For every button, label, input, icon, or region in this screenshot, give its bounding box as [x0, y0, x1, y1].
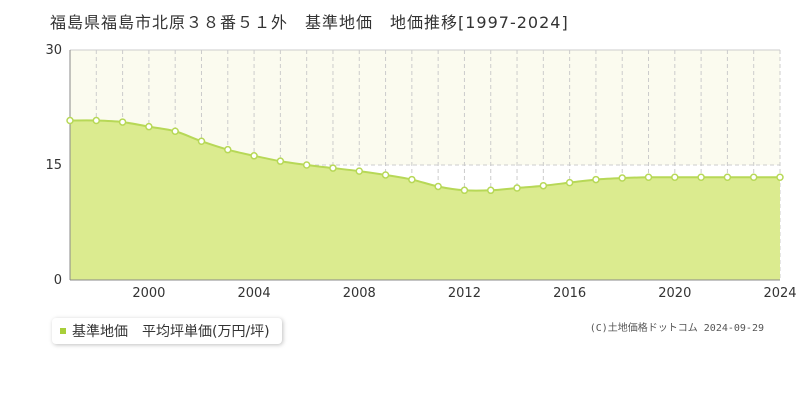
chart-title: 福島県福島市北原３８番５１外 基準地価 地価推移[1997-2024] — [50, 13, 569, 32]
data-point — [434, 182, 442, 191]
data-point — [539, 181, 548, 190]
legend-label: 基準地価 平均坪単価(万円/坪) — [72, 324, 270, 340]
data-point — [250, 152, 258, 160]
legend-swatch — [60, 328, 66, 334]
data-point — [618, 174, 626, 182]
data-point — [644, 173, 653, 182]
data-point — [776, 173, 784, 182]
y-tick-label: 30 — [45, 43, 62, 58]
x-tick-label: 2004 — [238, 286, 271, 301]
y-tick-label: 0 — [54, 273, 62, 288]
x-tick-label: 2020 — [658, 286, 691, 301]
data-point — [697, 173, 705, 182]
data-point — [486, 186, 495, 195]
data-point — [513, 184, 521, 192]
data-point — [118, 118, 127, 126]
series-line — [69, 119, 780, 192]
y-tick-label: 15 — [45, 158, 62, 173]
x-tick-label: 2016 — [553, 286, 586, 301]
data-point — [460, 186, 469, 195]
data-point — [592, 175, 600, 184]
data-point — [92, 116, 101, 125]
data-point — [408, 175, 416, 184]
data-point — [723, 173, 732, 182]
data-point — [671, 173, 679, 182]
copyright-credit: (C)土地価格ドットコム 2024-09-29 — [589, 323, 764, 334]
x-tick-label: 2008 — [343, 286, 376, 301]
x-tick-label: 2024 — [763, 286, 796, 301]
x-tick-label: 2012 — [448, 286, 481, 301]
series-area — [70, 120, 780, 280]
data-point — [224, 145, 232, 154]
data-point — [197, 137, 206, 145]
data-point — [145, 122, 153, 131]
legend: 基準地価 平均坪単価(万円/坪) — [52, 318, 282, 344]
data-point — [302, 161, 311, 169]
data-point — [171, 127, 179, 136]
data-point — [66, 116, 74, 125]
data-point — [749, 173, 758, 182]
x-tick-label: 2000 — [132, 286, 165, 301]
data-point — [276, 157, 285, 165]
data-point — [381, 171, 390, 179]
data-point — [355, 167, 364, 175]
data-point — [565, 178, 574, 187]
data-point — [329, 164, 337, 172]
